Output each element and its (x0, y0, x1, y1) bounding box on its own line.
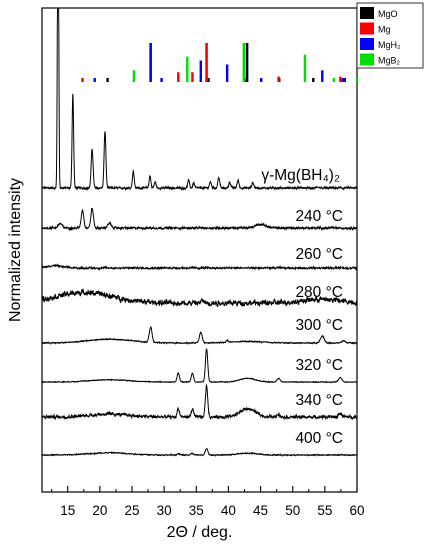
pattern-line (41, 326, 358, 346)
pattern-line (41, 207, 358, 232)
reference-peak (332, 78, 336, 82)
legend-swatch (360, 53, 374, 66)
plot-frame (41, 7, 358, 493)
reference-peak (207, 78, 210, 82)
legend-label: MgB₂ (378, 56, 401, 66)
pattern-labels: γ-Mg(BH₄)₂ 240 °C 260 °C 280 °C 300 °C 320 °C… (261, 167, 343, 447)
pattern-label: 240 °C (295, 208, 343, 225)
reference-peak (343, 78, 346, 82)
reference-peak (177, 72, 180, 82)
x-axis-ticks (51, 486, 358, 492)
pattern-label: 260 °C (295, 246, 343, 263)
x-tick-label: 45 (253, 503, 268, 518)
x-tick-label: 55 (317, 503, 332, 518)
legend: MgO Mg MgH₂ MgB₂ (356, 2, 424, 69)
legend-swatch (360, 7, 374, 19)
reference-peaks (81, 43, 359, 82)
x-tick-label: 60 (349, 503, 364, 518)
x-tick-label: 25 (124, 503, 139, 518)
reference-peak (321, 70, 324, 82)
reference-peak (242, 43, 246, 82)
legend-label: Mg (378, 25, 391, 35)
diffraction-patterns (41, 8, 358, 458)
reference-peak (199, 60, 202, 82)
reference-peak (160, 78, 163, 82)
pattern-line (41, 348, 358, 384)
pattern-label: 320 °C (295, 357, 343, 374)
reference-peak (277, 76, 280, 82)
y-axis-title: Normalized intensity (7, 178, 24, 322)
pattern-line (41, 263, 358, 272)
pattern-label: γ-Mg(BH₄)₂ (261, 167, 340, 184)
reference-peak (132, 70, 136, 82)
pattern-label: 340 °C (295, 392, 343, 409)
reference-peak (312, 78, 315, 82)
reference-peak (225, 64, 229, 82)
reference-peak (81, 78, 84, 82)
x-tick-label: 20 (92, 503, 107, 518)
pattern-line (41, 288, 358, 308)
pattern-label: 400 °C (295, 430, 343, 447)
pattern-line (41, 448, 358, 458)
pattern-label: 280 °C (295, 284, 343, 301)
reference-peak (186, 56, 189, 82)
reference-peak (205, 43, 208, 82)
reference-peak (245, 43, 249, 82)
reference-peak (149, 43, 152, 82)
pattern-line (41, 383, 358, 421)
pattern-label: 300 °C (295, 317, 343, 334)
legend-swatch (360, 38, 374, 50)
x-tick-label: 35 (189, 503, 204, 518)
reference-peak (303, 54, 307, 82)
x-tick-label: 15 (60, 503, 75, 518)
x-axis-title: 2Θ / deg. (167, 524, 233, 541)
legend-swatch (360, 22, 374, 35)
legend-label: MgH₂ (378, 40, 401, 50)
legend-label: MgO (378, 9, 398, 19)
x-tick-label: 50 (285, 503, 300, 518)
x-tick-label: 30 (157, 503, 172, 518)
reference-peak (339, 76, 342, 82)
reference-peak (191, 72, 194, 82)
reference-peak (93, 78, 96, 82)
x-tick-label: 40 (221, 503, 236, 518)
reference-peak (355, 78, 359, 82)
x-axis-tick-labels: 15 20 25 30 35 40 45 50 55 60 (60, 503, 364, 518)
pattern-line (41, 8, 358, 192)
reference-peak (260, 78, 263, 82)
reference-peak (342, 78, 345, 82)
reference-peak (106, 78, 109, 82)
